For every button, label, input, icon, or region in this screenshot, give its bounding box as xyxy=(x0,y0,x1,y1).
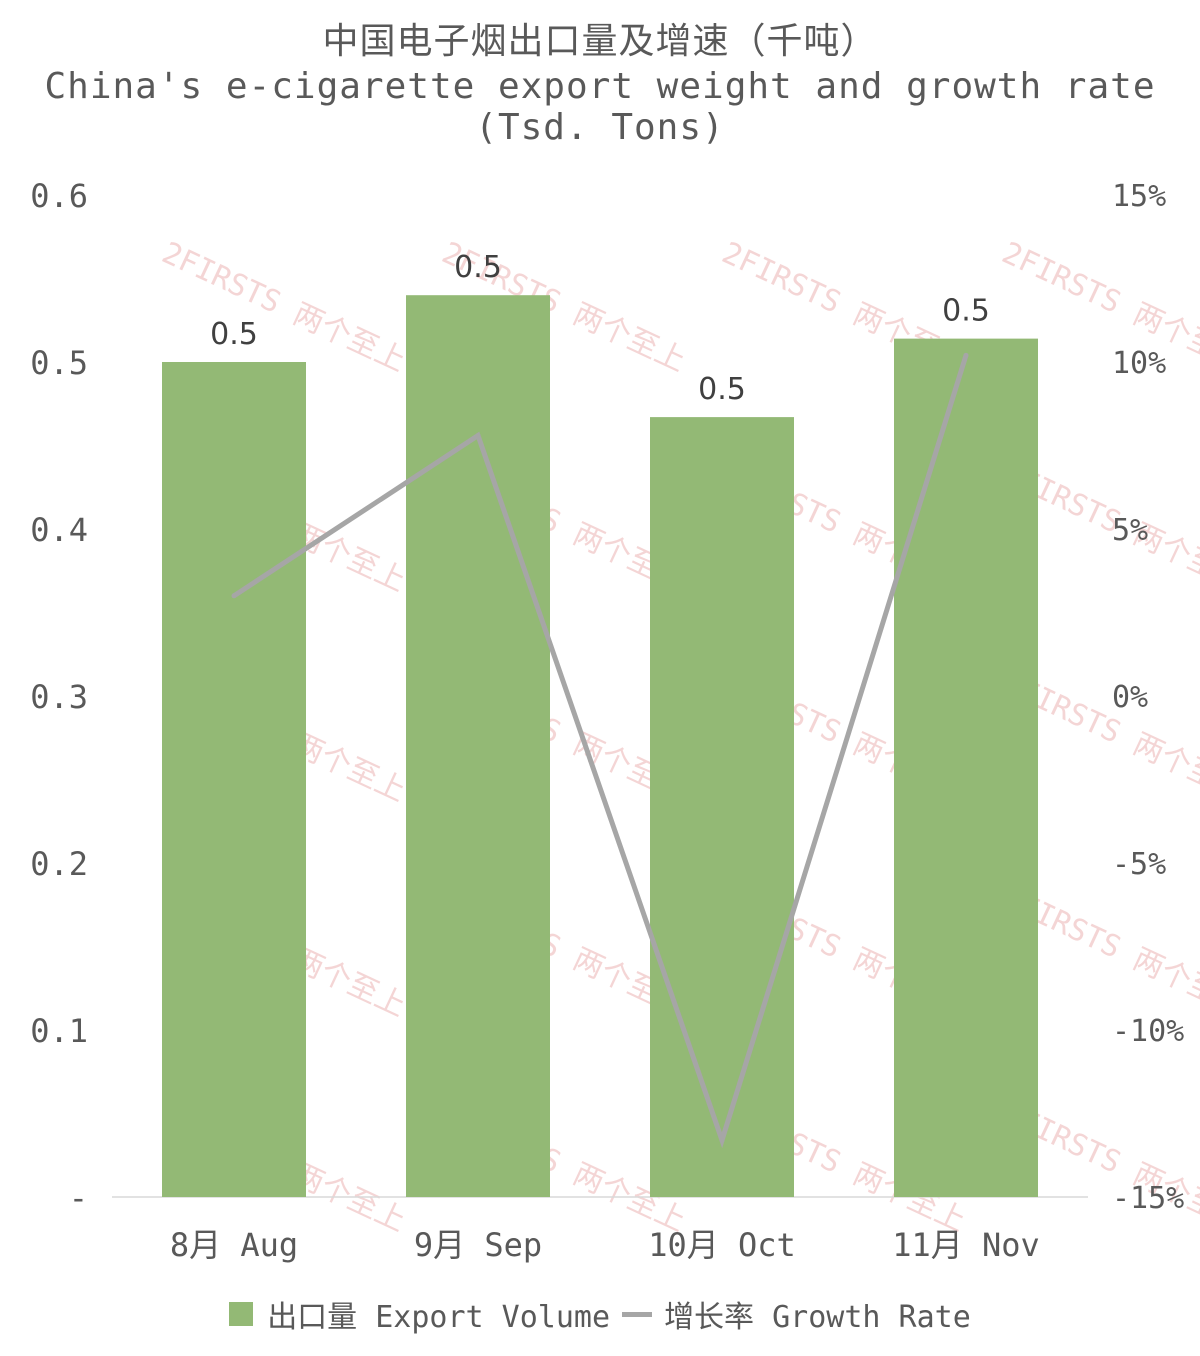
y-left-tick-label: 0.3 xyxy=(30,678,88,716)
y-right-tick-label: 15% xyxy=(1112,179,1166,214)
bar-data-label: 0.5 xyxy=(942,294,990,329)
chart-title: 中国电子烟出口量及增速（千吨） xyxy=(322,21,878,62)
bar-export-volume xyxy=(650,417,794,1197)
y-left-tick-label: 0.6 xyxy=(30,177,88,215)
y-right-tick-label: 5% xyxy=(1112,513,1148,548)
legend-item-growth-rate: 增长率 Growth Rate xyxy=(622,1292,971,1336)
y-right-tick-label: -15% xyxy=(1112,1181,1184,1216)
x-tick-label: 9月 Sep xyxy=(414,1226,542,1264)
x-tick-label: 10月 Oct xyxy=(648,1226,796,1264)
bar-export-volume xyxy=(894,338,1038,1197)
bar-data-label: 0.5 xyxy=(210,317,258,352)
line-point-growth-rate xyxy=(475,432,481,438)
x-tick-label: 8月 Aug xyxy=(170,1226,298,1264)
y-left-tick-label: 0.1 xyxy=(30,1012,88,1050)
legend-item-export-volume: 出口量 Export Volume xyxy=(229,1292,610,1336)
bar-data-label: 0.5 xyxy=(454,250,502,285)
chart-legend: 出口量 Export Volume 增长率 Growth Rate xyxy=(0,1292,1200,1336)
y-right-tick-label: 0% xyxy=(1112,680,1148,715)
legend-swatch-line xyxy=(622,1311,653,1317)
y-left-tick-label: 0.2 xyxy=(30,845,88,883)
y-right-tick-label: -5% xyxy=(1112,847,1166,882)
line-point-growth-rate xyxy=(963,352,969,358)
y-right-tick-label: 10% xyxy=(1112,346,1166,381)
bar-export-volume xyxy=(406,295,550,1197)
legend-label-growth-rate: 增长率 Growth Rate xyxy=(664,1300,971,1335)
y-right-tick-label: -10% xyxy=(1112,1014,1184,1049)
line-growth-rate xyxy=(232,354,969,1149)
bar-data-label: 0.5 xyxy=(698,372,746,407)
y-left-tick-label: 0.5 xyxy=(30,344,88,382)
y-left-tick-label: 0.4 xyxy=(30,511,88,549)
x-tick-label: 11月 Nov xyxy=(892,1226,1040,1264)
watermark-text: 2FIRSTS 两个至上 xyxy=(157,236,412,380)
line-point-growth-rate xyxy=(231,593,237,599)
bar-export-volume xyxy=(162,362,306,1197)
chart-subtitle: China's e-cigarette export weight and gr… xyxy=(44,66,1156,148)
line-point-growth-rate xyxy=(719,1137,725,1143)
legend-swatch-bar xyxy=(229,1302,254,1326)
legend-label-export-volume: 出口量 Export Volume xyxy=(267,1300,611,1335)
y-left-tick-label: - xyxy=(69,1179,88,1217)
